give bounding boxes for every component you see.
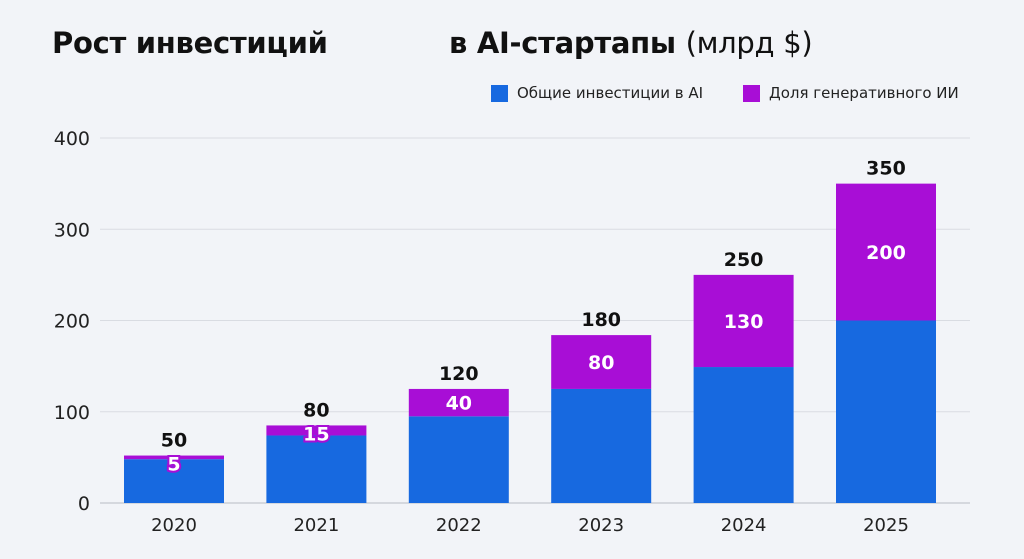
legend-item-genai: Доля генеративного ИИ xyxy=(743,84,959,102)
total-label-2023: 180 xyxy=(581,309,621,331)
legend-label-total: Общие инвестиции в AI xyxy=(517,84,704,102)
bar-total-2020 xyxy=(124,459,224,503)
legend-swatch-total xyxy=(491,84,508,102)
bar-genai-2021 xyxy=(266,425,367,436)
legend-item-total: Общие инвестиции в AI xyxy=(491,84,703,102)
y-tick-label: 400 xyxy=(54,128,90,150)
total-label-2025: 350 xyxy=(866,158,906,180)
legend-label-genai: Доля генеративного ИИ xyxy=(769,84,959,102)
chart-title-part2: в AI-стартапы (млрд $) xyxy=(449,26,813,60)
total-label-2022: 120 xyxy=(439,363,479,385)
chart-title-part1: Рост инвестиций xyxy=(52,26,328,60)
x-tick-label: 2024 xyxy=(721,515,767,536)
genai-label-2022: 40 xyxy=(446,393,472,415)
chart-title-unit: (млрд $) xyxy=(685,26,813,60)
bar-total-2025 xyxy=(836,320,936,503)
bar-genai-2022 xyxy=(408,388,509,417)
chart-title-main: в AI-стартапы xyxy=(449,26,676,60)
bar-total-2023 xyxy=(551,388,652,503)
x-tick-label: 2022 xyxy=(436,515,482,536)
x-tick-label: 2020 xyxy=(151,515,197,536)
bar-genai-2025 xyxy=(836,183,936,321)
bar-total-2024 xyxy=(693,367,794,503)
y-tick-label: 300 xyxy=(54,219,90,241)
y-tick-label: 100 xyxy=(54,402,90,424)
genai-label-2024: 130 xyxy=(724,311,764,333)
genai-label-2021: 15 xyxy=(303,423,329,445)
y-tick-label: 0 xyxy=(78,493,90,515)
genai-label-2023: 80 xyxy=(588,352,614,374)
x-tick-label: 2023 xyxy=(578,515,624,536)
bar-genai-2023 xyxy=(551,335,652,389)
y-tick-label: 200 xyxy=(54,311,90,333)
total-label-2021: 80 xyxy=(303,399,329,421)
x-tick-label: 2025 xyxy=(863,515,909,536)
genai-label-2020: 5 xyxy=(167,454,180,476)
bar-total-2021 xyxy=(266,435,367,503)
total-label-2020: 50 xyxy=(161,430,187,452)
legend-swatch-genai xyxy=(743,84,760,102)
bar-total-2022 xyxy=(408,416,509,503)
bar-genai-2020 xyxy=(124,455,224,460)
bar-genai-2024 xyxy=(693,274,794,368)
total-label-2024: 250 xyxy=(724,249,764,271)
genai-label-2025: 200 xyxy=(866,242,906,264)
x-tick-label: 2021 xyxy=(293,515,339,536)
